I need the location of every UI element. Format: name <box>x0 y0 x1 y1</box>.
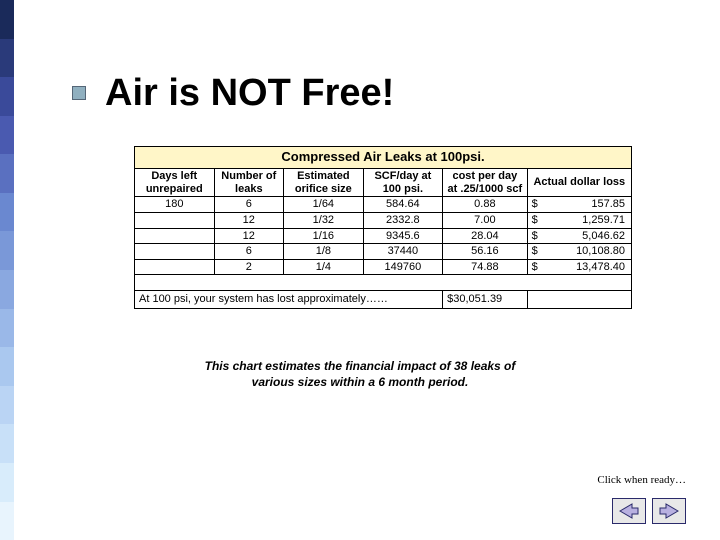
table-cell: 1/64 <box>284 197 364 213</box>
table-cell: 12 <box>214 212 284 228</box>
table-cell: 1/8 <box>284 244 364 260</box>
table-row: 121/322332.87.001,259.71 <box>135 212 632 228</box>
table-title: Compressed Air Leaks at 100psi. <box>135 147 632 169</box>
table-cell: 2332.8 <box>363 212 443 228</box>
table-cell <box>135 244 215 260</box>
table-cell <box>135 228 215 244</box>
table-cell-loss: 5,046.62 <box>527 228 631 244</box>
footer-total: $30,051.39 <box>443 291 527 309</box>
sidebar-segment <box>0 39 14 78</box>
sidebar-segment <box>0 193 14 232</box>
table-cell: 56.16 <box>443 244 527 260</box>
sidebar-segment <box>0 154 14 193</box>
table-cell: 37440 <box>363 244 443 260</box>
column-header: Number of leaks <box>214 168 284 196</box>
table-cell: 180 <box>135 197 215 213</box>
sidebar-segment <box>0 463 14 502</box>
sidebar-segment <box>0 424 14 463</box>
footer-empty <box>527 291 631 309</box>
table-cell: 12 <box>214 228 284 244</box>
table-cell <box>135 259 215 275</box>
arrow-right-icon <box>659 503 679 519</box>
sidebar-segment <box>0 231 14 270</box>
table-cell: 149760 <box>363 259 443 275</box>
column-header: cost per day at .25/1000 scf <box>443 168 527 196</box>
column-header: SCF/day at 100 psi. <box>363 168 443 196</box>
table-cell <box>135 212 215 228</box>
table-row: 18061/64584.640.88157.85 <box>135 197 632 213</box>
table-cell: 28.04 <box>443 228 527 244</box>
leak-table: Compressed Air Leaks at 100psi.Days left… <box>134 146 632 309</box>
caption-line-1: This chart estimates the financial impac… <box>205 359 516 373</box>
spacer-cell <box>135 275 632 291</box>
footer-text: At 100 psi, your system has lost approxi… <box>135 291 443 309</box>
sidebar-segment <box>0 77 14 116</box>
table-row: 61/83744056.1610,108.80 <box>135 244 632 260</box>
column-header: Estimated orifice size <box>284 168 364 196</box>
sidebar-segment <box>0 116 14 155</box>
table-cell-loss: 10,108.80 <box>527 244 631 260</box>
table-cell: 6 <box>214 197 284 213</box>
caption-line-2: various sizes within a 6 month period. <box>252 375 469 389</box>
table-cell: 9345.6 <box>363 228 443 244</box>
table-cell-loss: 13,478.40 <box>527 259 631 275</box>
table-row: 21/414976074.8813,478.40 <box>135 259 632 275</box>
table-cell-loss: 1,259.71 <box>527 212 631 228</box>
column-header: Days left unrepaired <box>135 168 215 196</box>
table-cell: 1/16 <box>284 228 364 244</box>
chart-caption: This chart estimates the financial impac… <box>0 358 720 390</box>
table-cell: 1/32 <box>284 212 364 228</box>
table-row: 121/169345.628.045,046.62 <box>135 228 632 244</box>
table-cell: 2 <box>214 259 284 275</box>
sidebar-segment <box>0 502 14 540</box>
click-when-ready-text: Click when ready… <box>597 474 686 486</box>
sidebar-segment <box>0 0 14 39</box>
table-cell: 584.64 <box>363 197 443 213</box>
table-cell: 6 <box>214 244 284 260</box>
table-cell-loss: 157.85 <box>527 197 631 213</box>
sidebar-segment <box>0 270 14 309</box>
arrow-left-icon <box>619 503 639 519</box>
next-button[interactable] <box>652 498 686 524</box>
title-bullet <box>72 86 86 100</box>
table-cell: 74.88 <box>443 259 527 275</box>
sidebar-accent <box>0 0 14 540</box>
prev-button[interactable] <box>612 498 646 524</box>
nav-controls <box>612 498 686 524</box>
table-cell: 7.00 <box>443 212 527 228</box>
column-header: Actual dollar loss <box>527 168 631 196</box>
sidebar-segment <box>0 386 14 425</box>
sidebar-segment <box>0 309 14 348</box>
table-cell: 0.88 <box>443 197 527 213</box>
slide-title: Air is NOT Free! <box>105 74 394 112</box>
table-cell: 1/4 <box>284 259 364 275</box>
